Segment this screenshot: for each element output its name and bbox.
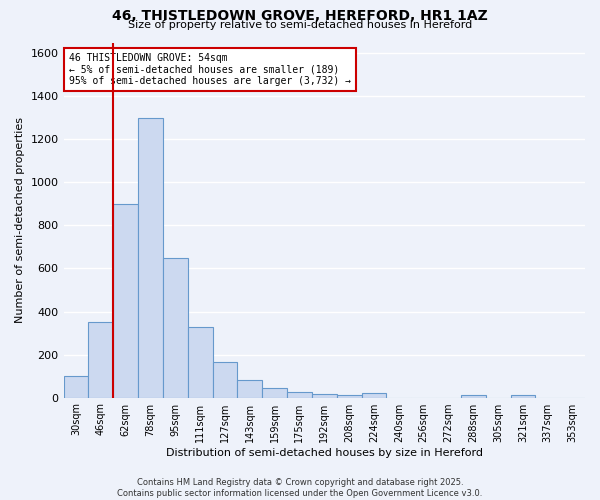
Text: 46 THISTLEDOWN GROVE: 54sqm
← 5% of semi-detached houses are smaller (189)
95% o: 46 THISTLEDOWN GROVE: 54sqm ← 5% of semi… bbox=[69, 53, 351, 86]
Bar bbox=[212, 362, 238, 398]
Bar bbox=[188, 326, 212, 398]
Bar bbox=[238, 380, 262, 398]
Bar bbox=[113, 204, 138, 398]
Bar bbox=[262, 388, 287, 398]
Bar bbox=[312, 394, 337, 398]
Bar bbox=[337, 396, 362, 398]
X-axis label: Distribution of semi-detached houses by size in Hereford: Distribution of semi-detached houses by … bbox=[166, 448, 483, 458]
Bar bbox=[362, 394, 386, 398]
Y-axis label: Number of semi-detached properties: Number of semi-detached properties bbox=[15, 117, 25, 323]
Text: Size of property relative to semi-detached houses in Hereford: Size of property relative to semi-detach… bbox=[128, 20, 472, 30]
Bar bbox=[88, 322, 113, 398]
Bar bbox=[163, 258, 188, 398]
Bar bbox=[64, 376, 88, 398]
Bar bbox=[138, 118, 163, 398]
Text: 46, THISTLEDOWN GROVE, HEREFORD, HR1 1AZ: 46, THISTLEDOWN GROVE, HEREFORD, HR1 1AZ bbox=[112, 9, 488, 23]
Text: Contains HM Land Registry data © Crown copyright and database right 2025.
Contai: Contains HM Land Registry data © Crown c… bbox=[118, 478, 482, 498]
Bar bbox=[461, 396, 485, 398]
Bar bbox=[287, 392, 312, 398]
Bar bbox=[511, 396, 535, 398]
